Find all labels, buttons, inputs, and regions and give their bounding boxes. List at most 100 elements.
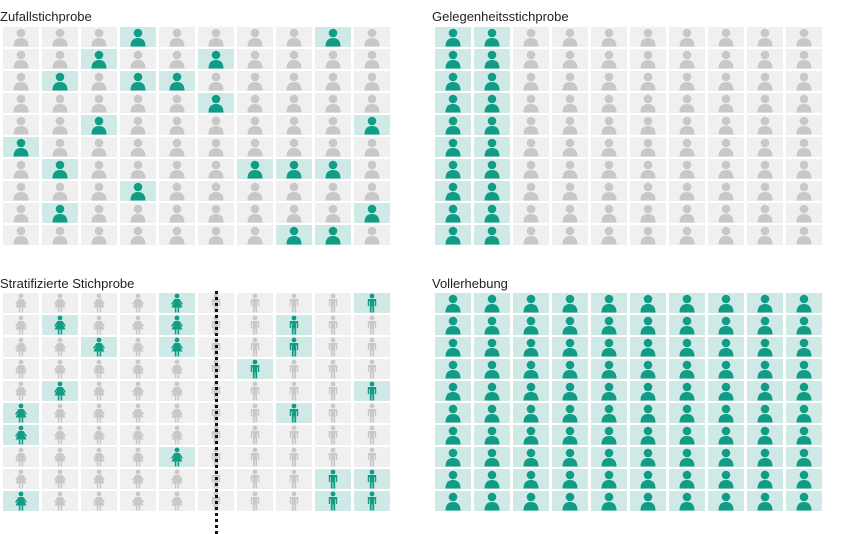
person-icon [91, 226, 107, 245]
unselected-cell [315, 381, 351, 401]
unselected-cell [513, 181, 549, 201]
person-icon [169, 72, 185, 91]
unselected-cell [42, 115, 78, 135]
person-icon [679, 448, 695, 467]
unselected-cell [276, 469, 312, 489]
male-icon [367, 469, 377, 489]
person-icon [601, 426, 617, 445]
unselected-cell [81, 359, 117, 379]
selected-cell [435, 381, 471, 401]
unselected-cell [630, 27, 666, 47]
person-icon [523, 28, 539, 47]
male-icon [328, 293, 338, 313]
selected-cell [591, 425, 627, 445]
person-icon [601, 404, 617, 423]
person-icon [757, 138, 773, 157]
selected-cell [513, 403, 549, 423]
selected-cell [354, 293, 390, 313]
unselected-cell [42, 337, 78, 357]
person-icon [445, 160, 461, 179]
person-icon [679, 94, 695, 113]
person-icon [796, 72, 812, 91]
female-icon [171, 447, 183, 467]
unselected-cell [81, 137, 117, 157]
person-icon [445, 426, 461, 445]
person-icon [484, 94, 500, 113]
selected-cell [747, 381, 783, 401]
selected-cell [474, 337, 510, 357]
person-icon [13, 72, 29, 91]
female-icon [54, 425, 66, 445]
selected-cell [708, 469, 744, 489]
person-icon [679, 116, 695, 135]
unselected-cell [198, 181, 234, 201]
person-icon [523, 160, 539, 179]
person-icon [169, 50, 185, 69]
selected-cell [669, 447, 705, 467]
selected-cell [315, 225, 351, 245]
unselected-cell [198, 203, 234, 223]
selected-cell [513, 469, 549, 489]
female-icon [171, 425, 183, 445]
person-icon [130, 226, 146, 245]
female-icon [132, 315, 144, 335]
person-icon [562, 204, 578, 223]
unselected-cell [81, 225, 117, 245]
person-icon [91, 28, 107, 47]
male-icon [289, 491, 299, 511]
person-icon [796, 492, 812, 511]
person-icon [718, 360, 734, 379]
person-icon [484, 182, 500, 201]
female-icon [93, 447, 105, 467]
selected-cell [669, 293, 705, 313]
selected-cell [120, 181, 156, 201]
selected-cell [708, 337, 744, 357]
unselected-cell [315, 337, 351, 357]
person-icon [796, 182, 812, 201]
person-icon [484, 160, 500, 179]
person-icon [13, 204, 29, 223]
person-icon [640, 50, 656, 69]
person-icon [562, 116, 578, 135]
person-icon [757, 226, 773, 245]
person-icon [757, 50, 773, 69]
person-icon [562, 294, 578, 313]
person-icon [640, 470, 656, 489]
female-icon [93, 337, 105, 357]
male-icon [367, 315, 377, 335]
person-icon [718, 316, 734, 335]
female-icon [15, 381, 27, 401]
selected-cell [786, 447, 822, 467]
selected-cell [786, 469, 822, 489]
selected-cell [786, 337, 822, 357]
person-icon [130, 116, 146, 135]
unselected-cell [159, 159, 195, 179]
male-icon [328, 469, 338, 489]
person-icon [52, 116, 68, 135]
female-icon [15, 293, 27, 313]
person-icon [718, 116, 734, 135]
male-icon [289, 359, 299, 379]
unselected-cell [276, 137, 312, 157]
unselected-cell [591, 159, 627, 179]
unselected-cell [747, 137, 783, 157]
selected-cell [159, 293, 195, 313]
person-icon [757, 94, 773, 113]
unselected-cell [315, 49, 351, 69]
person-icon [601, 50, 617, 69]
unselected-cell [786, 159, 822, 179]
unselected-cell [315, 359, 351, 379]
selected-cell [435, 469, 471, 489]
person-icon [445, 448, 461, 467]
female-icon [54, 403, 66, 423]
person-icon [679, 204, 695, 223]
person-icon [640, 316, 656, 335]
person-icon [325, 72, 341, 91]
selected-cell [3, 491, 39, 511]
unselected-cell [120, 447, 156, 467]
selected-cell [315, 27, 351, 47]
person-icon [91, 160, 107, 179]
person-icon [169, 160, 185, 179]
person-icon [718, 160, 734, 179]
person-icon [757, 492, 773, 511]
